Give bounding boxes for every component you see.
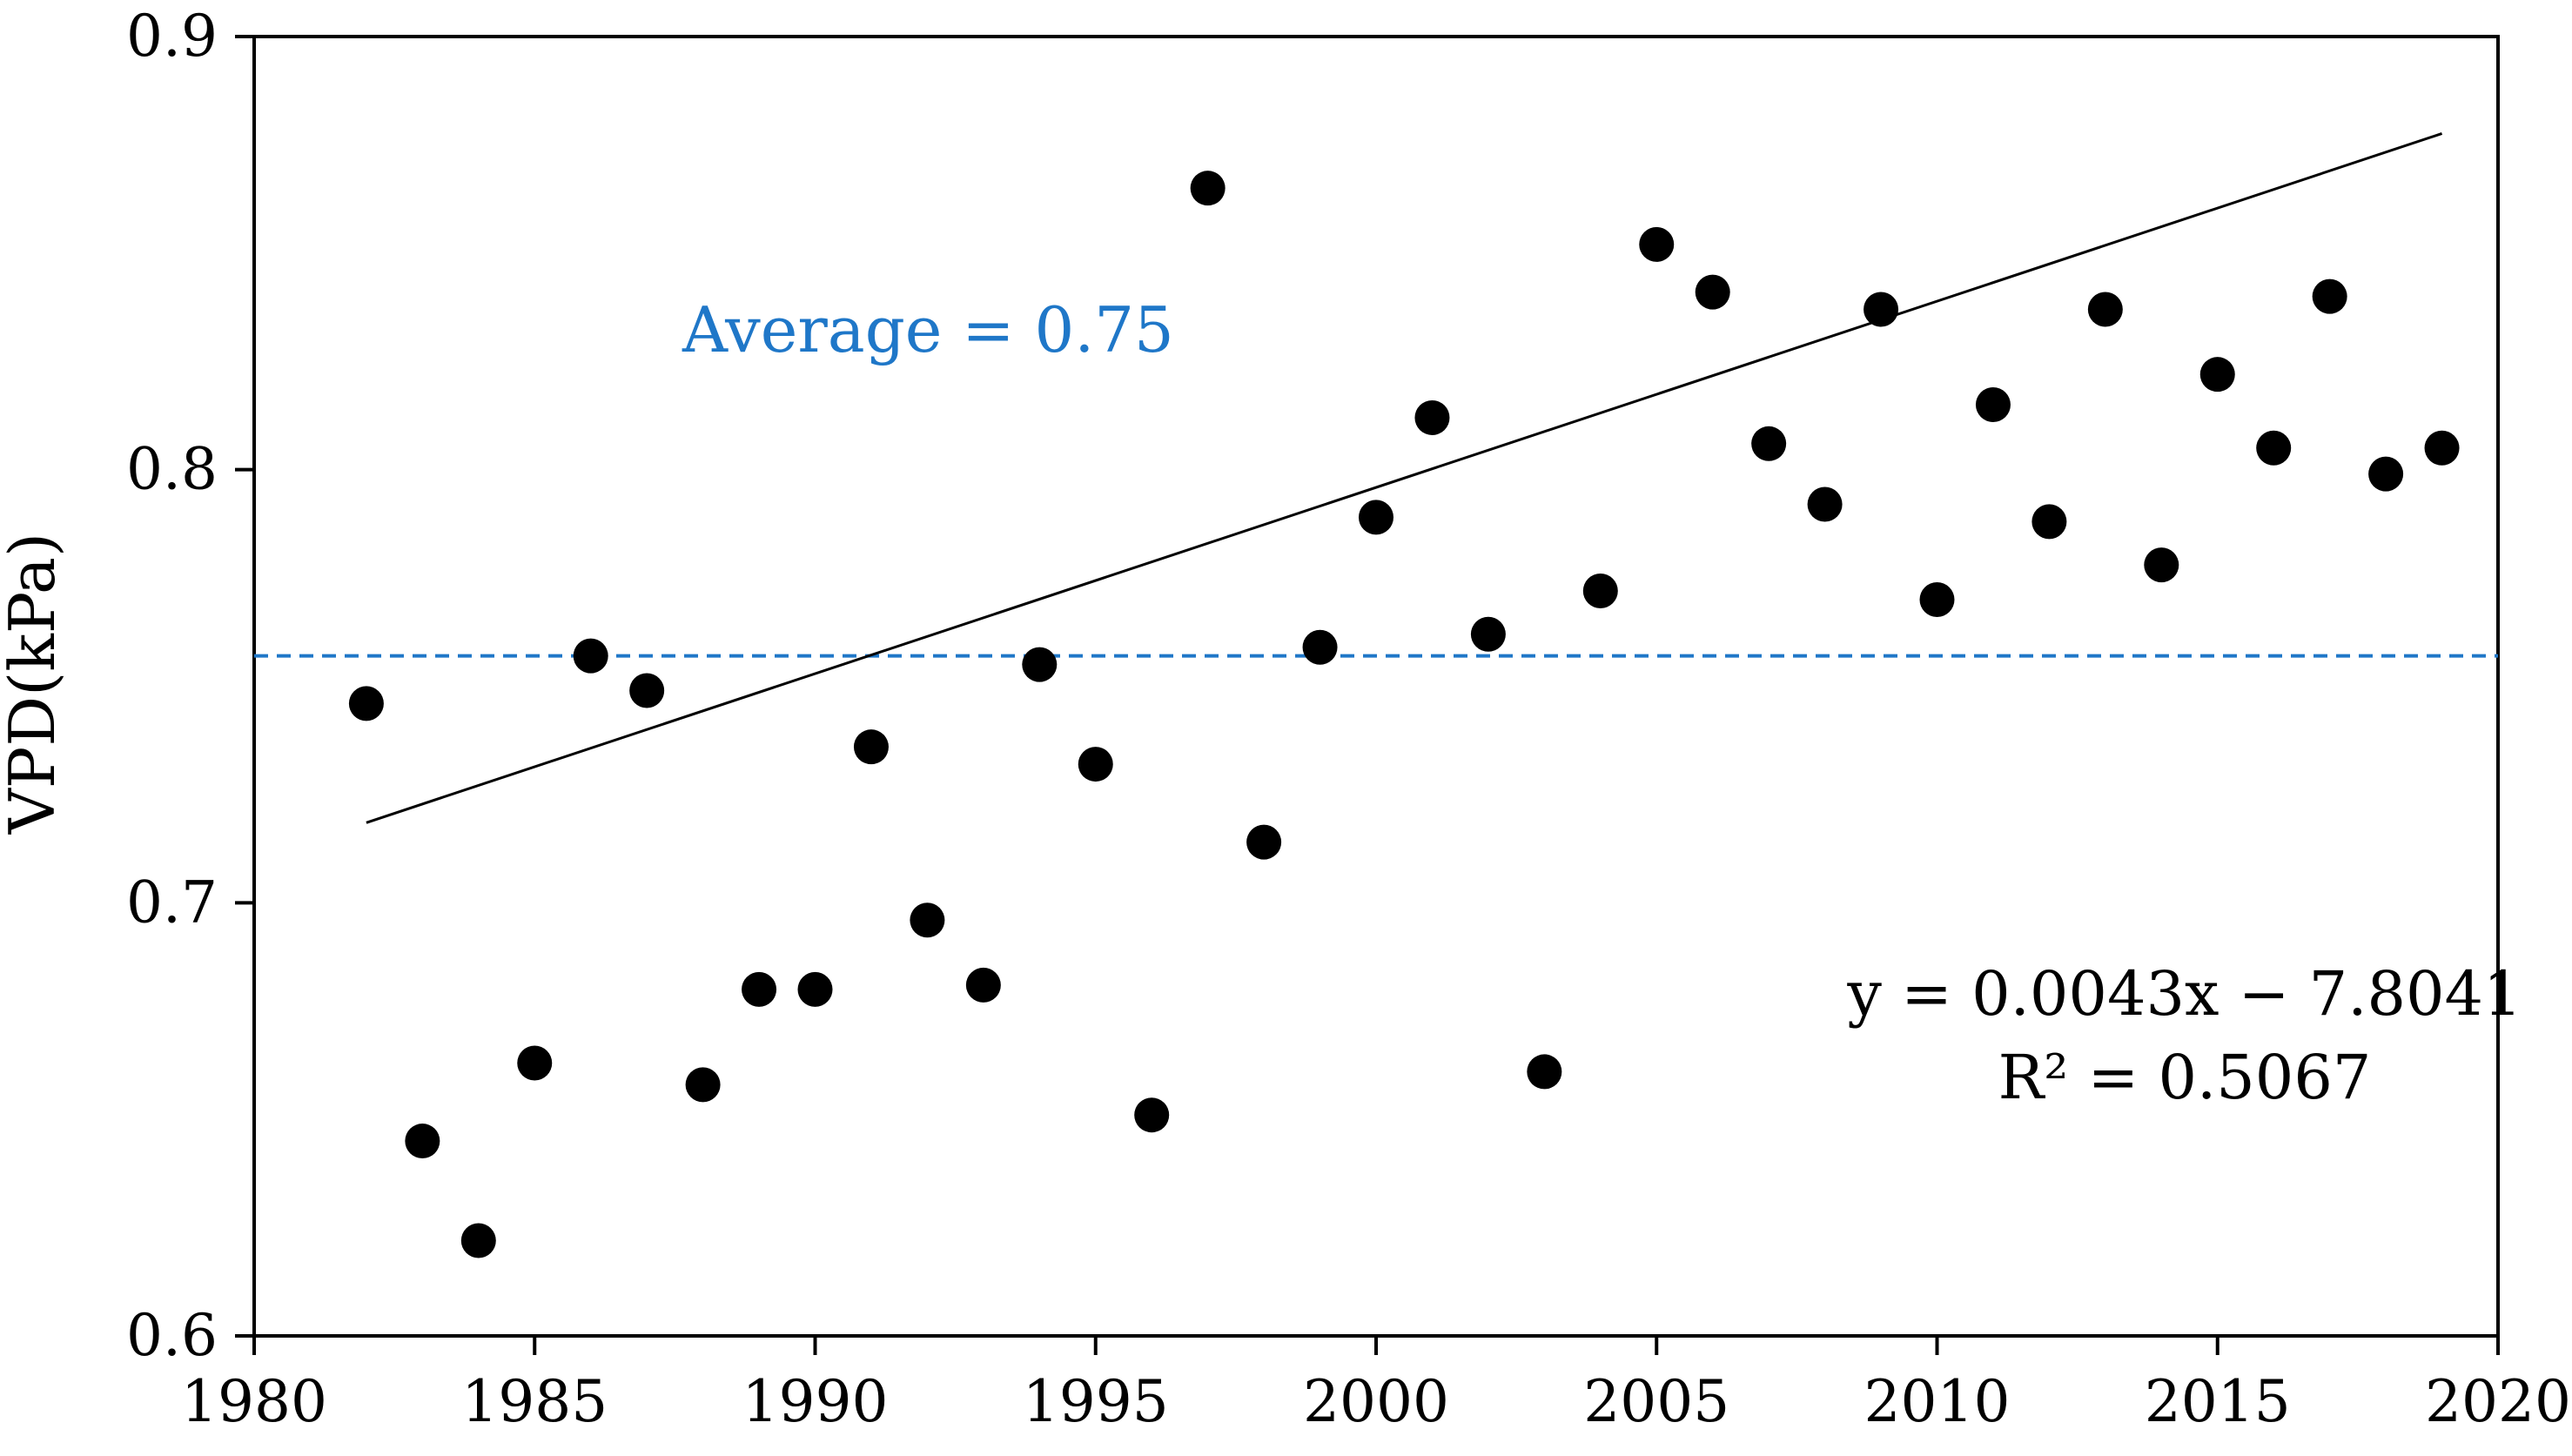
x-tick-label: 2015 xyxy=(2145,1368,2291,1435)
x-axis-ticks: 1980 1985 1990 1995 2000 2005 2010 2015 2020 xyxy=(181,1336,2571,1435)
x-tick-label: 1990 xyxy=(742,1368,889,1435)
data-point xyxy=(1134,1097,1170,1133)
data-point xyxy=(629,673,665,708)
data-point xyxy=(742,971,777,1007)
data-point xyxy=(910,902,945,938)
data-point xyxy=(1246,824,1282,860)
trendline xyxy=(366,132,2443,824)
data-point xyxy=(2424,430,2460,466)
data-point xyxy=(853,729,889,765)
data-point xyxy=(1078,747,1113,782)
data-point xyxy=(2312,278,2347,314)
data-points xyxy=(348,171,2460,1258)
data-point xyxy=(1414,399,1450,435)
x-tick-label: 2010 xyxy=(1864,1368,2011,1435)
y-tick-label: 0.8 xyxy=(126,436,218,503)
data-point xyxy=(2199,357,2235,393)
y-tick-label: 0.6 xyxy=(126,1302,218,1369)
r-squared-label: R² = 0.5067 xyxy=(1998,1042,2372,1113)
y-tick-label: 0.9 xyxy=(126,3,218,70)
data-point xyxy=(1919,581,1955,617)
x-tick-label: 2020 xyxy=(2425,1368,2571,1435)
regression-equation: y = 0.0043x − 7.8041 xyxy=(1846,958,2522,1030)
data-point xyxy=(1639,226,1675,262)
data-point xyxy=(1864,292,1899,327)
data-point xyxy=(2031,504,2067,540)
data-point xyxy=(1975,387,2011,423)
data-point xyxy=(1022,647,1058,682)
plot-border xyxy=(252,35,2500,1338)
data-point xyxy=(517,1045,553,1081)
data-point xyxy=(1695,274,1730,310)
data-point xyxy=(1359,500,1393,535)
data-point xyxy=(573,638,608,674)
average-label: Average = 0.75 xyxy=(682,293,1174,366)
data-point xyxy=(348,686,384,721)
data-point xyxy=(2368,456,2404,492)
trendline-group xyxy=(366,132,2443,824)
x-tick-label: 1985 xyxy=(461,1368,608,1435)
x-tick-label: 1980 xyxy=(181,1368,327,1435)
data-point xyxy=(1470,616,1506,652)
data-point xyxy=(2087,292,2123,327)
data-point xyxy=(1527,1054,1562,1090)
data-point xyxy=(1190,171,1226,206)
x-tick-label: 1995 xyxy=(1023,1368,1169,1435)
data-point xyxy=(405,1124,440,1159)
y-tick-label: 0.7 xyxy=(126,869,218,936)
data-point xyxy=(965,967,1001,1003)
data-point xyxy=(1582,574,1618,609)
data-point xyxy=(2256,430,2292,466)
data-point xyxy=(1807,486,1843,522)
data-point xyxy=(1751,426,1787,461)
y-axis-title: VPD(kPa) xyxy=(0,533,69,835)
data-point xyxy=(685,1067,721,1103)
data-point xyxy=(797,971,833,1007)
x-tick-label: 2005 xyxy=(1583,1368,1729,1435)
data-point xyxy=(2144,547,2179,583)
y-axis-ticks: 0.6 0.7 0.8 0.9 xyxy=(126,3,254,1369)
x-tick-label: 2000 xyxy=(1303,1368,1449,1435)
data-point xyxy=(1302,629,1338,665)
data-point xyxy=(460,1223,496,1258)
plot-frame xyxy=(252,35,2500,1338)
